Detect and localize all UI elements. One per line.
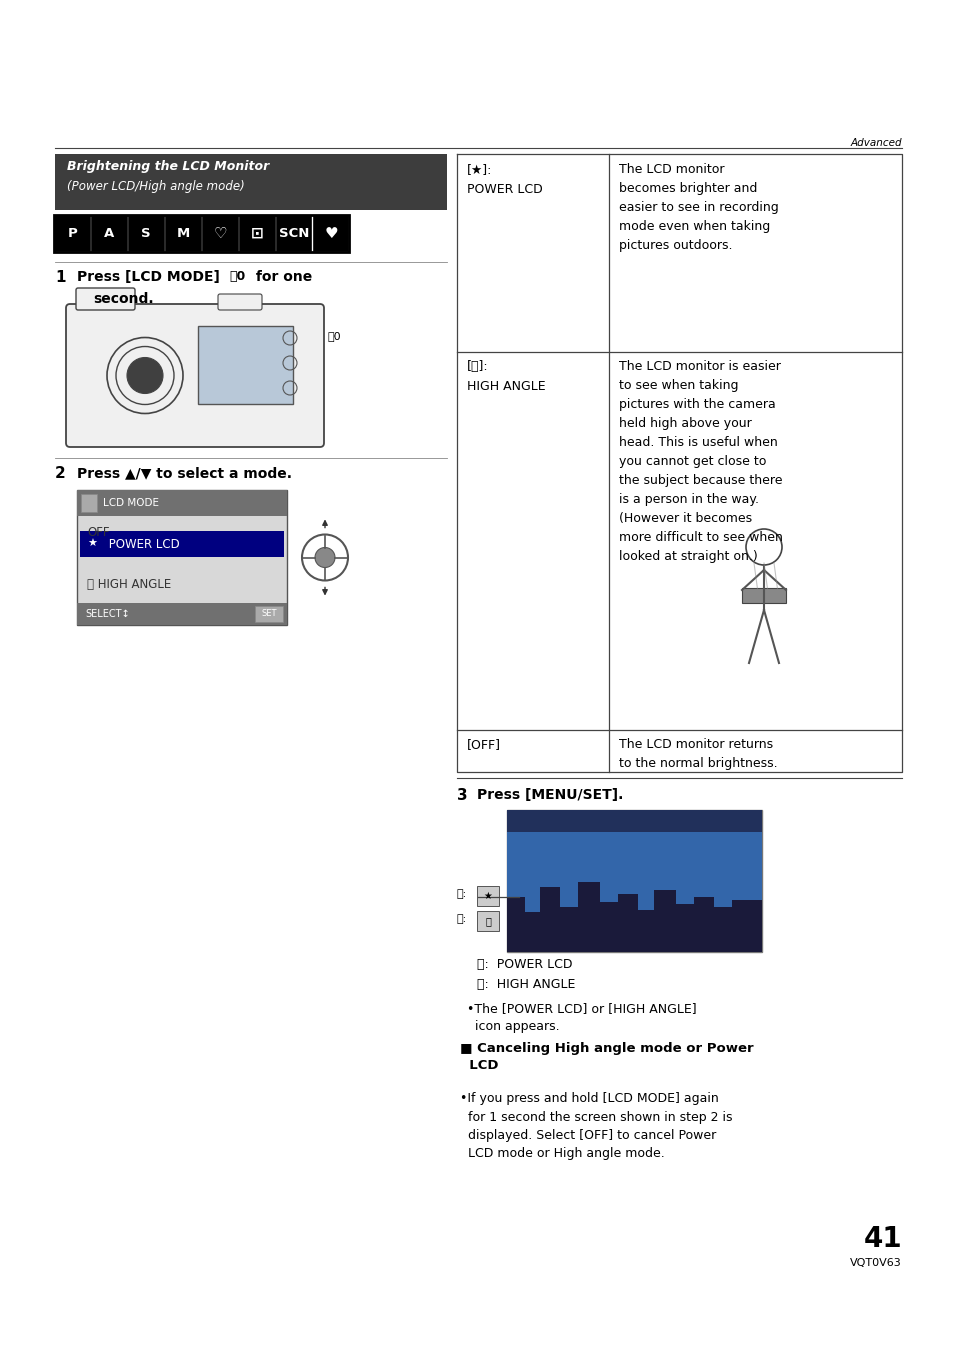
Bar bbox=[676, 905, 693, 952]
Text: VQT0V63: VQT0V63 bbox=[849, 1258, 901, 1268]
Bar bbox=[80, 531, 284, 557]
Bar bbox=[506, 896, 524, 952]
Text: HIGH ANGLE: HIGH ANGLE bbox=[467, 380, 545, 394]
Bar bbox=[77, 491, 287, 516]
Text: The LCD monitor is easier
to see when taking
pictures with the camera
held high : The LCD monitor is easier to see when ta… bbox=[618, 360, 782, 563]
Text: POWER LCD: POWER LCD bbox=[105, 538, 179, 550]
Circle shape bbox=[127, 357, 163, 394]
Text: [OFF]: [OFF] bbox=[467, 737, 500, 751]
Text: 3: 3 bbox=[456, 789, 467, 803]
Bar bbox=[506, 810, 761, 952]
Text: Press [LCD MODE]: Press [LCD MODE] bbox=[77, 270, 225, 284]
Text: SCN: SCN bbox=[279, 226, 309, 240]
Bar bbox=[524, 913, 539, 952]
Text: Ⓑ:  POWER LCD: Ⓑ: POWER LCD bbox=[476, 958, 572, 971]
Text: ♥: ♥ bbox=[324, 225, 337, 241]
Circle shape bbox=[314, 547, 335, 568]
Bar bbox=[129, 216, 163, 251]
Bar bbox=[54, 214, 349, 252]
Bar bbox=[599, 902, 618, 952]
Bar bbox=[578, 882, 599, 952]
Text: ★: ★ bbox=[87, 539, 97, 549]
Bar bbox=[506, 810, 761, 952]
Bar bbox=[91, 216, 127, 251]
Bar bbox=[476, 911, 498, 931]
Bar bbox=[55, 216, 90, 251]
Bar bbox=[539, 887, 559, 952]
Bar bbox=[638, 910, 654, 952]
Text: LCD MODE: LCD MODE bbox=[103, 497, 159, 508]
FancyBboxPatch shape bbox=[218, 294, 262, 310]
Bar bbox=[77, 603, 287, 625]
Bar bbox=[203, 216, 237, 251]
Text: Advanced: Advanced bbox=[849, 137, 901, 148]
Bar bbox=[693, 896, 713, 952]
Bar bbox=[618, 894, 638, 952]
Text: P: P bbox=[68, 226, 77, 240]
Text: Ⓑ:: Ⓑ: bbox=[456, 888, 467, 899]
Text: Ⓒ:: Ⓒ: bbox=[456, 914, 467, 923]
Text: Ⓐ: Ⓐ bbox=[484, 917, 491, 926]
Text: Press ▲/▼ to select a mode.: Press ▲/▼ to select a mode. bbox=[77, 466, 292, 480]
Text: The LCD monitor
becomes brighter and
easier to see in recording
mode even when t: The LCD monitor becomes brighter and eas… bbox=[618, 163, 778, 252]
Bar bbox=[713, 907, 731, 952]
Text: second.: second. bbox=[92, 293, 153, 306]
Text: S: S bbox=[141, 226, 151, 240]
Bar bbox=[506, 810, 761, 832]
Text: ♡: ♡ bbox=[213, 225, 227, 241]
Text: 1: 1 bbox=[55, 270, 66, 284]
Text: Press [MENU/SET].: Press [MENU/SET]. bbox=[476, 789, 622, 802]
Text: [★]:: [★]: bbox=[467, 163, 492, 177]
Bar bbox=[240, 216, 274, 251]
Bar bbox=[476, 886, 498, 906]
FancyBboxPatch shape bbox=[76, 288, 135, 310]
Text: 2: 2 bbox=[55, 466, 66, 481]
Text: ■ Canceling High angle mode or Power
  LCD: ■ Canceling High angle mode or Power LCD bbox=[459, 1042, 753, 1072]
Text: for one: for one bbox=[251, 270, 312, 284]
Bar bbox=[276, 216, 312, 251]
Bar bbox=[166, 216, 200, 251]
FancyBboxPatch shape bbox=[66, 305, 324, 448]
Text: •If you press and hold [LCD MODE] again
  for 1 second the screen shown in step : •If you press and hold [LCD MODE] again … bbox=[459, 1092, 732, 1161]
Text: Ⓐ HIGH ANGLE: Ⓐ HIGH ANGLE bbox=[87, 577, 172, 590]
Text: The LCD monitor returns
to the normal brightness.: The LCD monitor returns to the normal br… bbox=[618, 737, 777, 770]
Bar bbox=[77, 491, 287, 625]
Bar bbox=[741, 588, 785, 603]
Text: M: M bbox=[176, 226, 190, 240]
Bar bbox=[55, 154, 447, 210]
Text: ⊡: ⊡ bbox=[251, 225, 263, 241]
Bar bbox=[314, 216, 348, 251]
Bar bbox=[731, 900, 761, 952]
Bar bbox=[559, 907, 578, 952]
Text: •The [POWER LCD] or [HIGH ANGLE]
  icon appears.: •The [POWER LCD] or [HIGH ANGLE] icon ap… bbox=[467, 1002, 696, 1033]
Bar bbox=[198, 326, 293, 404]
Bar bbox=[254, 607, 283, 621]
Bar bbox=[81, 493, 97, 512]
Text: ⑀0: ⑀0 bbox=[229, 270, 245, 283]
Bar bbox=[654, 890, 676, 952]
Text: (Power LCD/High angle mode): (Power LCD/High angle mode) bbox=[67, 181, 245, 193]
Text: ⑀0: ⑀0 bbox=[328, 332, 341, 341]
Text: A: A bbox=[104, 226, 114, 240]
Text: Brightening the LCD Monitor: Brightening the LCD Monitor bbox=[67, 160, 269, 173]
Text: [Ⓐ]:: [Ⓐ]: bbox=[467, 360, 488, 373]
Text: OFF: OFF bbox=[87, 526, 110, 538]
Text: Ⓒ:  HIGH ANGLE: Ⓒ: HIGH ANGLE bbox=[476, 979, 575, 991]
Text: SET: SET bbox=[261, 609, 276, 619]
Text: POWER LCD: POWER LCD bbox=[467, 183, 542, 195]
Text: SELECT↕: SELECT↕ bbox=[85, 609, 130, 619]
Text: 41: 41 bbox=[862, 1225, 901, 1254]
Text: ★: ★ bbox=[483, 891, 492, 900]
